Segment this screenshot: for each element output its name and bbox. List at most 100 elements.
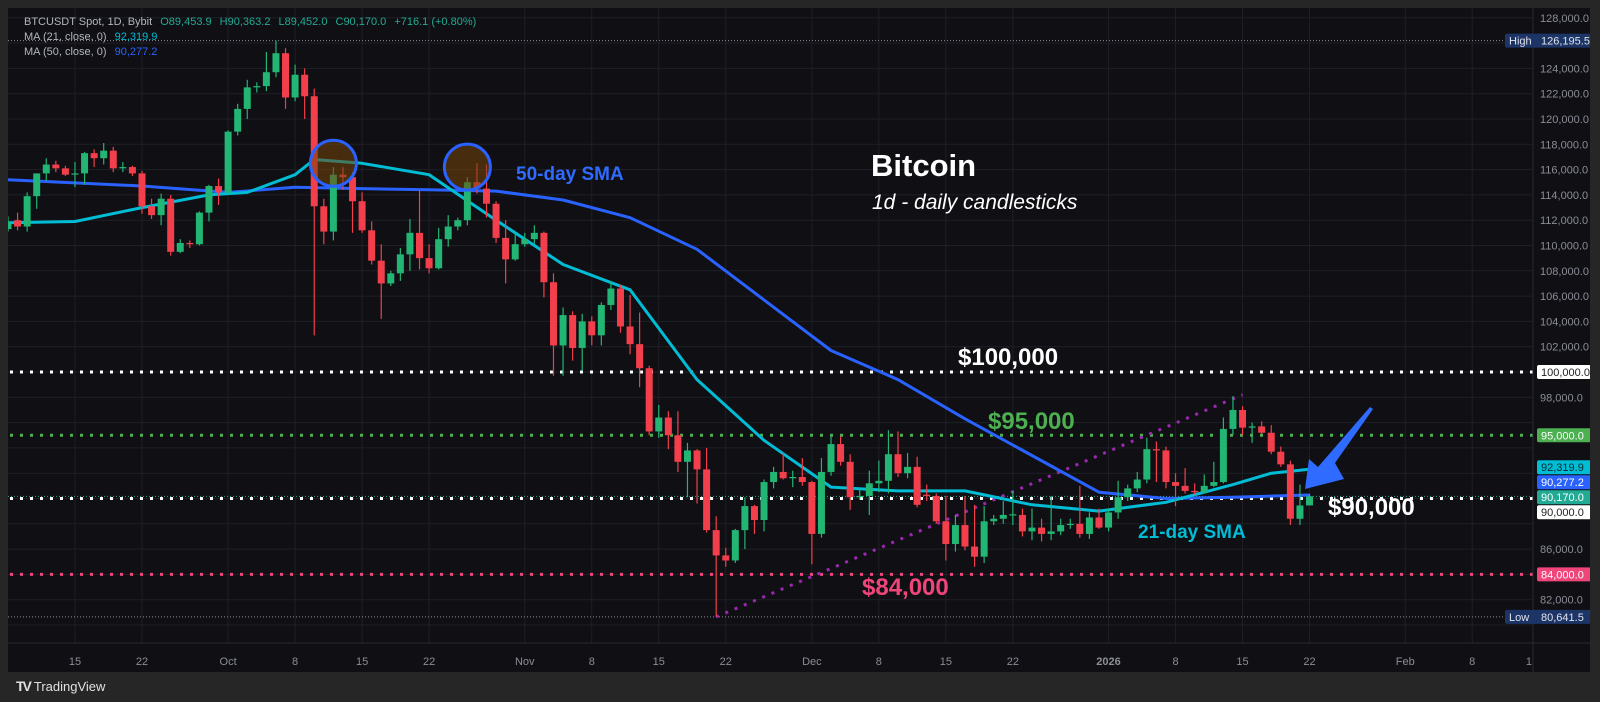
candle[interactable] <box>1200 474 1208 494</box>
candle[interactable] <box>282 48 290 109</box>
candle[interactable] <box>750 504 758 534</box>
candle[interactable] <box>808 480 816 565</box>
candle[interactable] <box>234 103 242 136</box>
candle[interactable] <box>559 307 567 376</box>
candle[interactable] <box>990 514 998 526</box>
candle[interactable] <box>444 215 452 247</box>
candle[interactable] <box>52 160 60 173</box>
candle[interactable] <box>349 172 357 233</box>
candle[interactable] <box>1219 417 1227 484</box>
candle[interactable] <box>100 143 108 165</box>
candle[interactable] <box>511 232 519 261</box>
candle[interactable] <box>1018 508 1026 537</box>
chart-panel[interactable]: 82,000.0 86,000.0 98,000.0 102,000.0 104,000… <box>8 8 1590 672</box>
candle[interactable] <box>416 189 424 270</box>
candle[interactable] <box>262 51 270 92</box>
ma21-legend[interactable]: MA (21, close, 0) 92,319.9 <box>24 31 162 44</box>
candle[interactable] <box>492 201 500 243</box>
candle[interactable] <box>109 146 117 173</box>
candle[interactable] <box>205 184 213 222</box>
candle[interactable] <box>358 192 366 233</box>
candle[interactable] <box>741 497 749 550</box>
candle[interactable] <box>1085 512 1093 539</box>
candle[interactable] <box>760 479 768 532</box>
candle[interactable] <box>1296 484 1304 526</box>
candle[interactable] <box>636 312 644 388</box>
candle[interactable] <box>8 216 12 232</box>
candle[interactable] <box>1095 508 1103 529</box>
candle[interactable] <box>23 192 31 232</box>
candle[interactable] <box>731 528 739 564</box>
candle[interactable] <box>1258 421 1266 434</box>
candle[interactable] <box>1286 460 1294 526</box>
candle[interactable] <box>1057 518 1065 536</box>
candle[interactable] <box>770 466 778 489</box>
candle[interactable] <box>1248 422 1256 443</box>
candle[interactable] <box>195 211 203 246</box>
candle[interactable] <box>1124 484 1132 502</box>
candle[interactable] <box>779 452 787 480</box>
candle[interactable] <box>942 495 950 561</box>
candle[interactable] <box>1277 446 1285 467</box>
candle[interactable] <box>1172 473 1180 507</box>
symbol-label[interactable]: BTCUSDT Spot, 1D, Bybit <box>24 16 153 28</box>
candle[interactable] <box>1038 518 1046 542</box>
candle[interactable] <box>846 454 854 510</box>
candle[interactable] <box>588 316 596 346</box>
ma50-line[interactable] <box>8 178 1310 500</box>
candle[interactable] <box>961 495 969 551</box>
candle[interactable] <box>655 404 663 438</box>
candle[interactable] <box>435 227 443 270</box>
candle[interactable] <box>1229 396 1237 436</box>
candle[interactable] <box>904 452 912 479</box>
candle[interactable] <box>215 178 223 206</box>
candle[interactable] <box>1210 461 1218 488</box>
candle[interactable] <box>817 458 825 538</box>
candle[interactable] <box>951 514 959 552</box>
candle[interactable] <box>167 194 175 256</box>
candle[interactable] <box>789 470 797 488</box>
candle[interactable] <box>856 488 864 500</box>
candle[interactable] <box>128 165 136 176</box>
candle[interactable] <box>664 411 672 450</box>
candle[interactable] <box>387 270 395 286</box>
candle[interactable] <box>454 217 462 231</box>
candle[interactable] <box>837 436 845 466</box>
candle[interactable] <box>798 458 806 486</box>
candle[interactable] <box>1162 446 1170 489</box>
candle[interactable] <box>875 460 883 493</box>
candle[interactable] <box>148 198 156 219</box>
candle[interactable] <box>549 273 557 376</box>
candle[interactable] <box>81 151 89 185</box>
candle[interactable] <box>186 240 194 249</box>
candle[interactable] <box>712 516 720 617</box>
candle[interactable] <box>1009 490 1017 526</box>
candle[interactable] <box>272 40 280 78</box>
candle[interactable] <box>1133 471 1141 493</box>
candle[interactable] <box>368 221 376 265</box>
candle[interactable] <box>90 149 98 168</box>
candle[interactable] <box>626 294 634 355</box>
candle[interactable] <box>1047 495 1055 541</box>
candle[interactable] <box>157 193 165 226</box>
candle[interactable] <box>703 447 711 533</box>
candle[interactable] <box>243 79 251 119</box>
candle[interactable] <box>683 442 691 498</box>
candle[interactable] <box>1306 493 1314 506</box>
candle[interactable] <box>827 435 835 476</box>
candle[interactable] <box>42 158 50 181</box>
candle[interactable] <box>1114 480 1122 519</box>
candle[interactable] <box>540 231 548 298</box>
candle[interactable] <box>14 212 22 231</box>
candle[interactable] <box>1105 508 1113 532</box>
candle[interactable] <box>502 220 510 284</box>
candle[interactable] <box>291 64 299 102</box>
ma50-legend[interactable]: MA (50, close, 0) 90,277.2 <box>24 46 162 59</box>
candle[interactable] <box>1066 518 1074 529</box>
candle[interactable] <box>923 484 931 502</box>
tradingview-brand[interactable]: TV TradingView <box>16 678 105 694</box>
candle[interactable] <box>1191 483 1199 495</box>
plot-area[interactable] <box>8 8 1539 643</box>
candle[interactable] <box>999 501 1007 524</box>
candle[interactable] <box>645 365 653 436</box>
